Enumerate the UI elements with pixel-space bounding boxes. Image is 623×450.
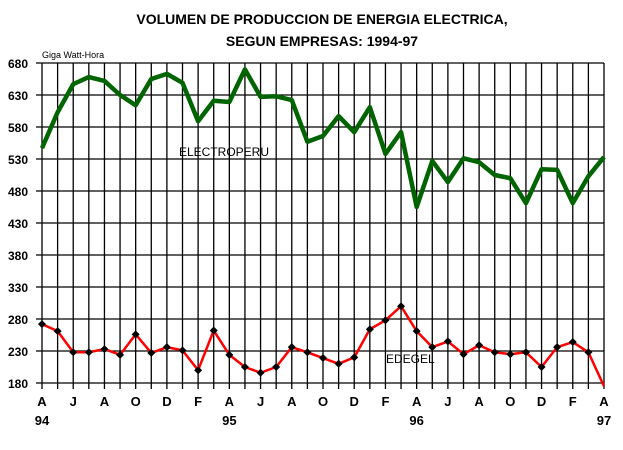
data-point-edegel bbox=[84, 348, 93, 357]
data-point-edegel bbox=[490, 348, 499, 357]
x-tick-label: J bbox=[444, 394, 451, 409]
data-point-edegel bbox=[537, 363, 546, 371]
data-point-edegel bbox=[568, 338, 577, 347]
data-point-edegel bbox=[131, 330, 140, 339]
x-tick-label: F bbox=[194, 394, 202, 409]
y-tick-label: 580 bbox=[8, 121, 28, 135]
x-tick-label: O bbox=[505, 394, 515, 409]
data-point-edegel bbox=[334, 359, 343, 368]
data-point-edegel bbox=[506, 350, 515, 359]
data-point-edegel bbox=[287, 343, 296, 352]
x-tick-labels: A J A O D F A J A O D F A J A O D F A 94 95 96 97 bbox=[35, 394, 611, 428]
y-tick-label: 180 bbox=[8, 377, 28, 391]
y-tick-label: 630 bbox=[8, 89, 28, 103]
data-point-edegel bbox=[381, 316, 390, 325]
data-point-edegel bbox=[365, 325, 374, 334]
x-tick-label: D bbox=[350, 394, 359, 409]
data-point-edegel bbox=[194, 366, 203, 375]
x-tick-label: A bbox=[100, 394, 110, 409]
data-point-edegel bbox=[256, 368, 265, 377]
y-tick-label: 530 bbox=[8, 153, 28, 167]
series-group bbox=[38, 67, 606, 387]
x-tick-label: A bbox=[287, 394, 297, 409]
y-tick-label: 230 bbox=[8, 345, 28, 359]
y-tick-label: 280 bbox=[8, 313, 28, 327]
data-point-edegel bbox=[521, 348, 530, 357]
data-point-edegel bbox=[225, 350, 234, 359]
x-tick-label: A bbox=[37, 394, 47, 409]
year-label: 96 bbox=[409, 413, 423, 428]
x-tick-label: J bbox=[70, 394, 77, 409]
y-tick-label: 380 bbox=[8, 249, 28, 263]
y-tick-label: 680 bbox=[8, 57, 28, 71]
chart-title-line-1: VOLUMEN DE PRODUCCION DE ENERGIA ELECTRI… bbox=[136, 11, 507, 27]
data-point-edegel bbox=[209, 326, 218, 335]
x-tick-label: J bbox=[257, 394, 264, 409]
series-label-edegel: EDEGEL bbox=[386, 352, 435, 366]
year-label: 94 bbox=[35, 413, 50, 428]
series-label-electroperu: ELECTROPERU bbox=[179, 145, 269, 159]
data-point-edegel bbox=[178, 346, 187, 355]
y-tick-label: 430 bbox=[8, 217, 28, 231]
data-point-edegel bbox=[69, 348, 78, 357]
data-point-edegel bbox=[272, 363, 281, 371]
data-point-edegel bbox=[240, 363, 249, 371]
data-point-edegel bbox=[53, 327, 62, 336]
x-tick-label: O bbox=[131, 394, 141, 409]
grid bbox=[36, 62, 605, 389]
data-point-edegel bbox=[412, 327, 421, 336]
x-tick-label: A bbox=[599, 394, 609, 409]
x-tick-label: A bbox=[474, 394, 484, 409]
data-point-edegel bbox=[116, 350, 125, 359]
x-tick-label: A bbox=[412, 394, 422, 409]
y-tick-label: 480 bbox=[8, 185, 28, 199]
data-point-edegel bbox=[443, 337, 452, 346]
data-point-edegel bbox=[350, 353, 359, 362]
chart-title-line-2: SEGUN EMPRESAS: 1994-97 bbox=[226, 33, 418, 49]
y-tick-label: 330 bbox=[8, 281, 28, 295]
data-point-edegel bbox=[553, 343, 562, 352]
year-label: 95 bbox=[222, 413, 236, 428]
y-tick-labels: 180 230 280 330 380 430 480 530 580 630 680 bbox=[8, 57, 28, 391]
x-tick-label: D bbox=[162, 394, 171, 409]
data-point-edegel bbox=[397, 302, 406, 311]
data-point-edegel bbox=[303, 348, 312, 357]
data-point-edegel bbox=[459, 350, 468, 359]
x-tick-label: O bbox=[318, 394, 328, 409]
data-point-edegel bbox=[162, 343, 171, 352]
x-tick-label: F bbox=[569, 394, 577, 409]
data-point-edegel bbox=[38, 320, 46, 329]
data-point-edegel bbox=[319, 354, 327, 363]
x-tick-label: A bbox=[225, 394, 235, 409]
data-point-edegel bbox=[428, 343, 437, 352]
data-point-edegel bbox=[584, 348, 593, 357]
series-line-electroperu bbox=[39, 67, 606, 210]
data-point-edegel bbox=[100, 345, 109, 354]
year-label: 97 bbox=[597, 413, 611, 428]
x-tick-label: F bbox=[381, 394, 389, 409]
y-axis-label: Giga Watt-Hora bbox=[42, 50, 104, 60]
data-point-edegel bbox=[475, 341, 484, 350]
data-point-edegel bbox=[147, 348, 156, 357]
x-tick-label: D bbox=[537, 394, 546, 409]
